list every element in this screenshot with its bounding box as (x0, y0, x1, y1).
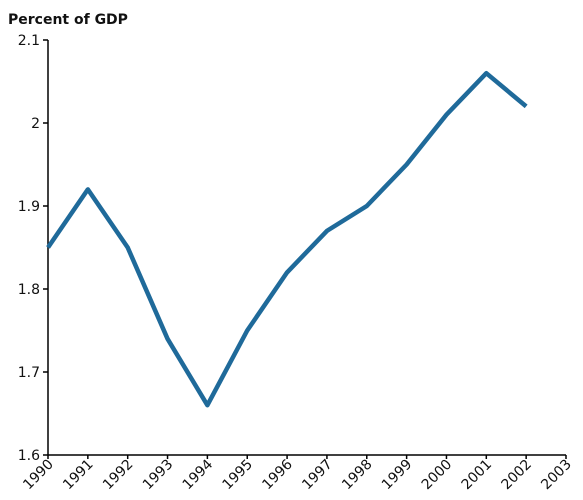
y-tick-label: 1.6 (18, 448, 40, 464)
x-tick-label: 1997 (299, 457, 336, 494)
y-tick-label: 2.1 (18, 33, 40, 49)
y-tick-label: 1.7 (18, 365, 40, 381)
x-tick-label: 1998 (339, 457, 376, 494)
x-tick-label: 2002 (498, 457, 535, 494)
x-tick-label: 1995 (220, 457, 257, 494)
x-tick-label: 1996 (259, 456, 296, 493)
x-tick-label: 2001 (459, 457, 496, 494)
y-tick-label: 2 (31, 116, 40, 132)
y-tick-label: 1.9 (18, 199, 40, 215)
x-tick-label: 1991 (60, 457, 97, 494)
line (46, 70, 528, 408)
y-tick-label: 1.8 (18, 282, 40, 298)
x-tick-label: 2003 (538, 457, 575, 494)
x-tick-label: 1993 (140, 457, 177, 494)
y-axis-label: Percent of GDP (8, 12, 128, 28)
x-tick-label: 1992 (100, 457, 137, 494)
x-tick-label: 1999 (379, 457, 416, 494)
x-tick-label: 1994 (180, 456, 217, 493)
x-tick-label: 2000 (419, 457, 456, 494)
